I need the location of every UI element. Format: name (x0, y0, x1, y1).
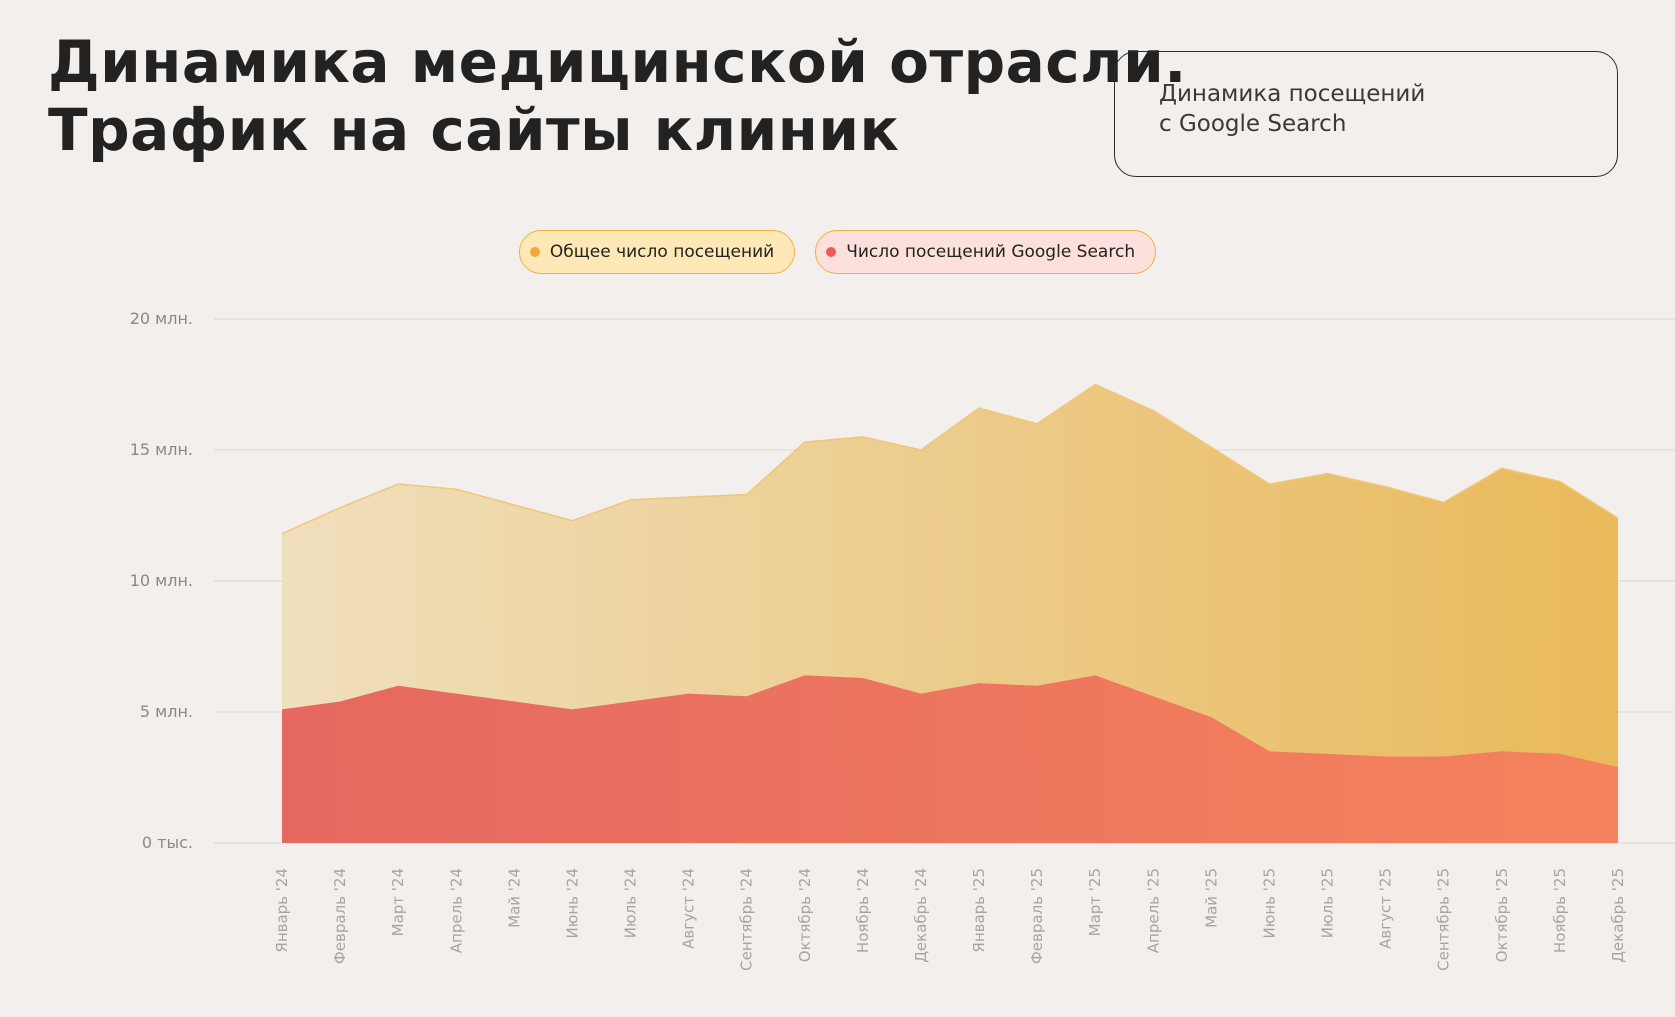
x-tick-label: Сентябрь '24 (738, 868, 756, 971)
x-tick-label: Август '25 (1377, 868, 1395, 949)
x-tick-label: Июль '24 (622, 868, 640, 938)
legend-dot-google (826, 247, 837, 257)
y-tick-label: 20 млн. (130, 309, 193, 328)
page-title-line-2: Трафик на сайты клиник (48, 96, 900, 164)
x-tick-label: Апрель '24 (447, 868, 465, 953)
x-tick-label: Июнь '25 (1260, 868, 1278, 938)
chart-caption-box: Динамика посещений с Google Search (1114, 51, 1618, 177)
x-tick-label: Май '24 (505, 868, 523, 928)
legend-dot-total (529, 247, 540, 257)
y-tick-label: 0 тыс. (142, 833, 193, 852)
x-tick-label: Январь '24 (273, 868, 291, 953)
y-tick-label: 5 млн. (140, 702, 193, 721)
x-tick-label: Март '25 (1086, 868, 1104, 936)
x-tick-label: Июнь '24 (563, 868, 581, 938)
x-tick-label: Январь '25 (970, 868, 988, 953)
x-tick-label: Октябрь '25 (1493, 868, 1511, 962)
x-tick-label: Апрель '25 (1144, 868, 1162, 953)
x-tick-label: Февраль '24 (331, 868, 349, 964)
y-tick-label: 15 млн. (130, 440, 193, 459)
legend-label-total: Общее число посещений (549, 242, 775, 262)
legend-label-google: Число посещений Google Search (846, 242, 1136, 262)
chart-caption-line-1: Динамика посещений (1159, 81, 1426, 107)
x-tick-label: Март '24 (389, 868, 407, 936)
x-tick-label: Июль '25 (1319, 868, 1337, 938)
chart-caption-line-2: с Google Search (1159, 111, 1347, 137)
x-tick-label: Ноябрь '25 (1551, 868, 1569, 953)
x-tick-label: Октябрь '24 (796, 868, 814, 962)
series-line-total-visits (281, 383, 1619, 535)
page-title: Динамика медицинской отрасли. Трафик на … (48, 28, 1187, 164)
x-tick-label: Декабрь '24 (912, 868, 930, 963)
legend-item-total-visits[interactable]: Общее число посещений (518, 230, 796, 274)
area-chart: 0 тыс. 5 млн. 10 млн. 15 млн. 20 млн. Январь … (130, 309, 1675, 971)
legend-item-google-search[interactable]: Число посещений Google Search (815, 230, 1157, 274)
x-tick-label: Сентябрь '25 (1435, 868, 1453, 971)
x-tick-label: Декабрь '25 (1609, 868, 1627, 963)
x-tick-label: Февраль '25 (1028, 868, 1046, 964)
y-tick-label: 10 млн. (130, 571, 193, 590)
chart-legend: Общее число посещений Число посещений Go… (0, 230, 1675, 274)
x-tick-label: Май '25 (1202, 868, 1220, 928)
x-tick-label: Август '24 (680, 868, 698, 949)
page-title-line-1: Динамика медицинской отрасли. (48, 28, 1187, 96)
x-tick-label: Ноябрь '24 (854, 868, 872, 953)
series-area-google-search (282, 675, 1618, 843)
